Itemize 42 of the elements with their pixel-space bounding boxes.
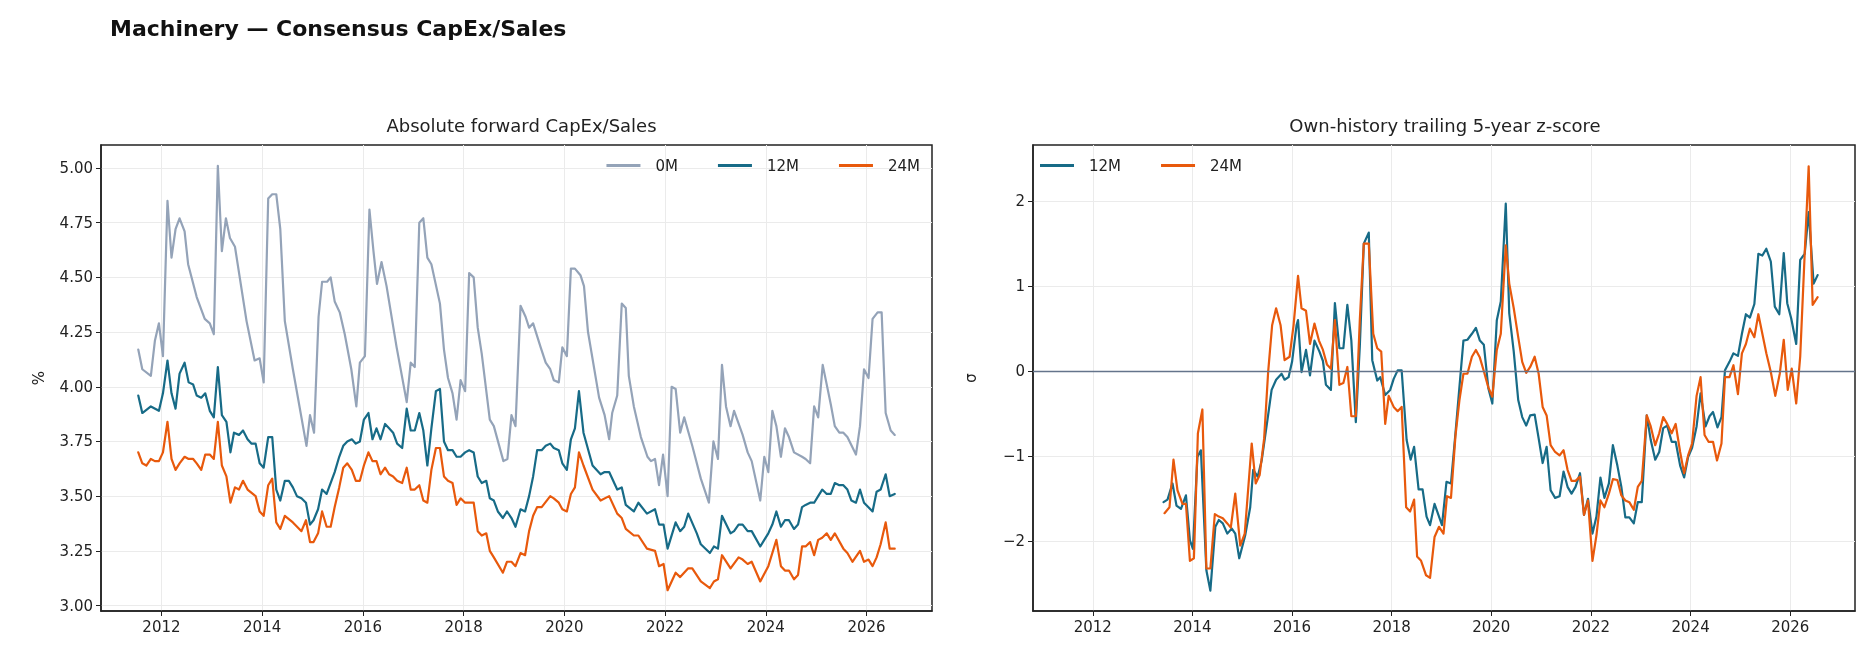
x-tick-label: 2014 — [243, 617, 282, 636]
x-tick-label: 2012 — [142, 617, 181, 636]
legend-label: 24M — [1210, 156, 1243, 175]
x-tick-label: 2022 — [1571, 617, 1611, 636]
line-series — [137, 359, 896, 555]
legend-label: 12M — [1089, 156, 1122, 175]
y-tick-label: 3.00 — [59, 596, 93, 615]
legend-label: 0M — [655, 156, 678, 175]
x-tick-label: 2018 — [1372, 617, 1411, 636]
y-tick-label: 3.50 — [59, 487, 93, 506]
chart-title: Own-history trailing 5-year z-score — [1289, 114, 1601, 136]
y-tick-label: 3.75 — [59, 432, 93, 451]
x-tick-label: 2026 — [847, 617, 886, 636]
line-series — [137, 420, 896, 592]
y-axis-title: σ — [961, 372, 980, 383]
legend-label: 12M — [766, 156, 799, 175]
y-tick-label: 4.75 — [59, 213, 93, 232]
x-tick-label: 2016 — [343, 617, 382, 636]
x-tick-label: 2024 — [1671, 617, 1710, 636]
y-tick-label: 0 — [1015, 362, 1025, 381]
y-tick-label: −2 — [1002, 532, 1025, 551]
x-tick-label: 2018 — [444, 617, 483, 636]
x-tick-label: 2024 — [746, 617, 785, 636]
y-tick-label: 4.50 — [59, 268, 93, 287]
y-tick-label: 1 — [1015, 277, 1025, 296]
y-tick-label: 4.00 — [59, 377, 93, 396]
x-tick-label: 2026 — [1771, 617, 1810, 636]
chart-title: Absolute forward CapEx/Sales — [386, 114, 657, 136]
y-tick-label: 2 — [1015, 192, 1025, 211]
x-tick-label: 2012 — [1073, 617, 1112, 636]
legend-label: 24M — [887, 156, 920, 175]
x-tick-label: 2016 — [1272, 617, 1312, 636]
y-tick-label: 5.00 — [59, 158, 93, 177]
y-tick-label: 3.25 — [59, 541, 93, 560]
x-tick-label: 2022 — [645, 617, 685, 636]
y-axis-title: % — [29, 370, 48, 386]
text: Machinery — Consensus CapEx/Sales — [110, 15, 567, 41]
y-tick-label: −1 — [1002, 447, 1025, 466]
x-tick-label: 2014 — [1173, 617, 1212, 636]
y-tick-label: 4.25 — [59, 323, 93, 342]
x-tick-label: 2020 — [545, 617, 584, 636]
x-tick-label: 2020 — [1472, 617, 1511, 636]
